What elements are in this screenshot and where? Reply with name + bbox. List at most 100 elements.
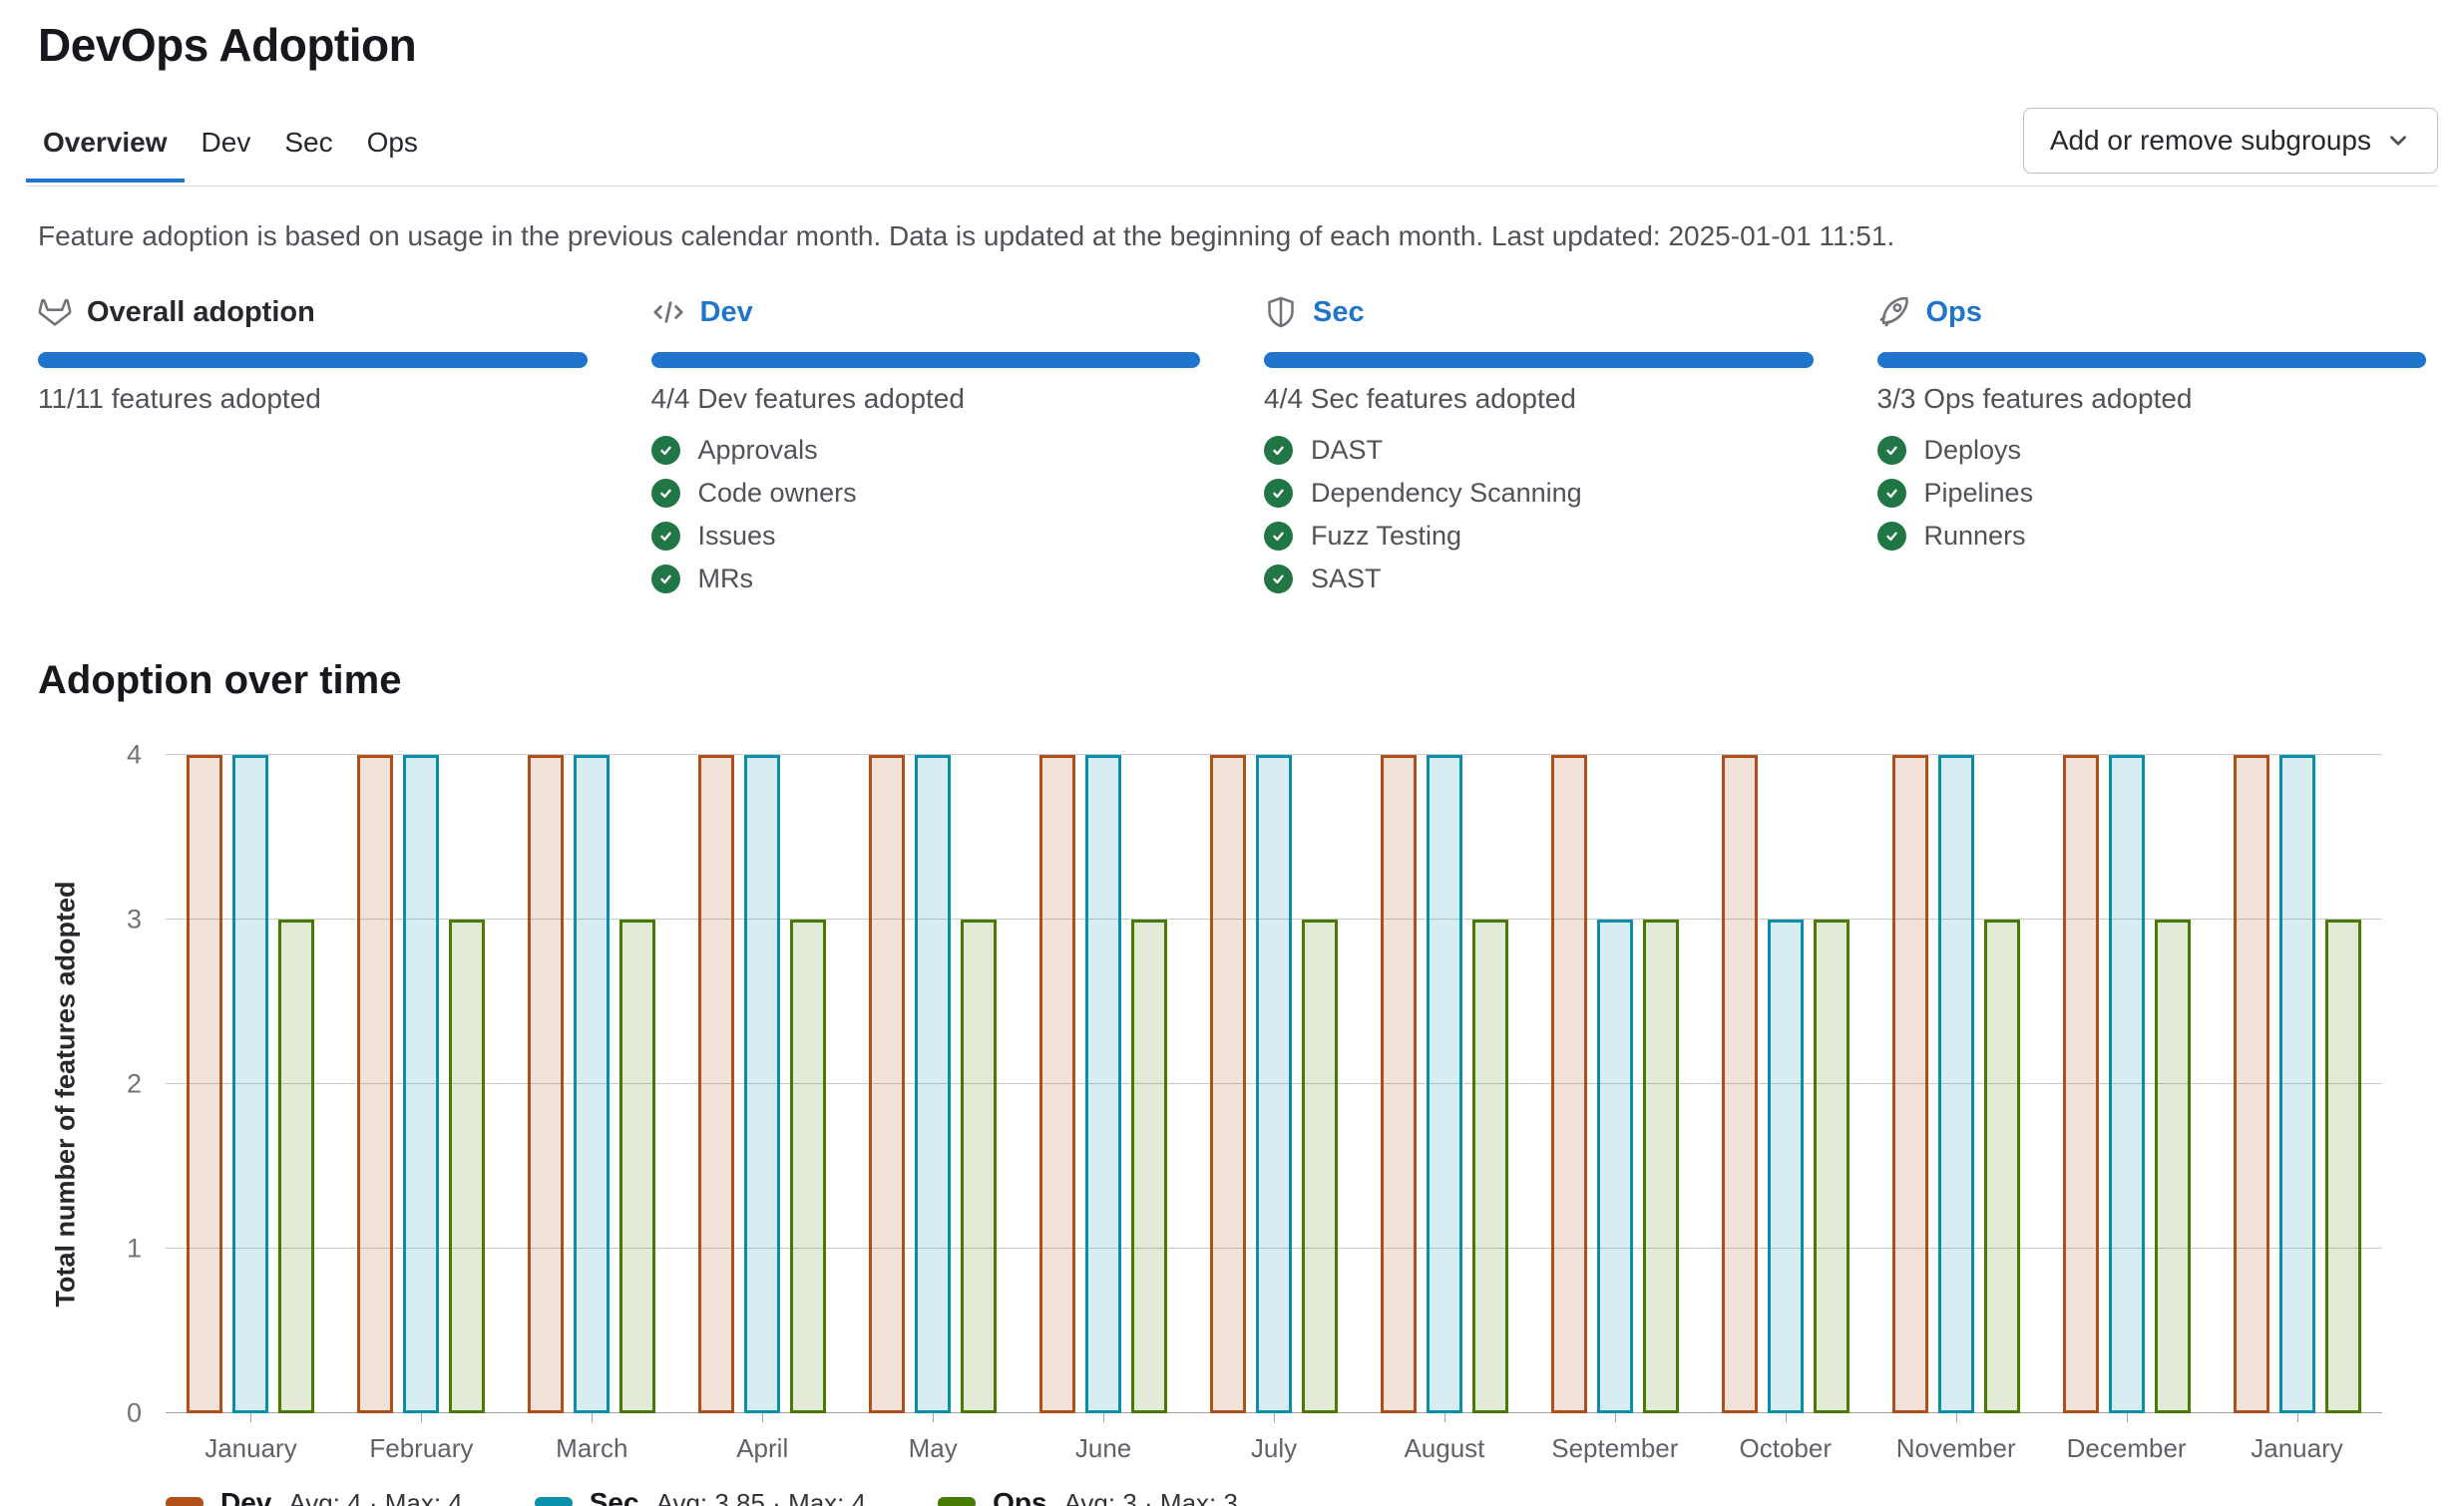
tab-ops[interactable]: Ops: [366, 127, 418, 158]
add-remove-subgroups-button[interactable]: Add or remove subgroups: [2022, 108, 2438, 174]
bar-group-april-3: [677, 755, 848, 1413]
adoption-card-dev: Dev 4/4 Dev features adopted Approvals C…: [650, 292, 1201, 600]
shield-icon: [1268, 296, 1294, 328]
legend-item-dev[interactable]: Dev Avg: 4 · Max: 4: [166, 1487, 463, 1506]
check-circle-icon: [650, 436, 680, 465]
bar-sec-june-5: [1085, 755, 1122, 1413]
adoption-over-time-chart: Total number of features adopted 0 1 2 3 4 Ja…: [26, 725, 2438, 1506]
legend-stats: Avg: 3.85 · Max: 4: [655, 1487, 867, 1506]
tabs: Overview Dev Sec Ops: [26, 111, 435, 183]
bar-sec-april-3: [744, 755, 781, 1413]
bar-ops-june-5: [1131, 920, 1168, 1413]
y-axis-tick-label: 3: [126, 904, 142, 935]
bar-ops-november-10: [1983, 920, 2020, 1413]
x-axis-tick: [933, 1413, 935, 1422]
gridline: [166, 919, 2382, 920]
code-icon: [652, 301, 683, 323]
bar-group-november-10: [1870, 755, 2041, 1413]
check-circle-icon: [650, 565, 680, 593]
feature-item: SAST: [1264, 558, 1814, 600]
bar-sec-february-1: [403, 755, 440, 1413]
x-axis-tick: [1103, 1413, 1105, 1422]
x-axis-label: August: [1404, 1433, 1485, 1463]
x-axis-label: December: [2066, 1433, 2187, 1463]
y-axis-tick-label: 2: [126, 1068, 142, 1099]
dev-progress-label: 4/4 Dev features adopted: [650, 383, 965, 414]
bar-ops-may-4: [961, 920, 998, 1413]
bar-sec-october-9: [1767, 920, 1804, 1413]
x-axis-tick: [762, 1413, 764, 1422]
x-axis-label: November: [1895, 1433, 2016, 1463]
bar-group-october-9: [1700, 755, 1870, 1413]
check-circle-icon: [1264, 565, 1293, 593]
ops-progress-label: 3/3 Ops features adopted: [1876, 383, 2193, 414]
feature-label: Fuzz Testing: [1311, 521, 1462, 551]
legend-swatch-ops: [938, 1497, 977, 1506]
gridline: [166, 1083, 2382, 1084]
chart-legend: Dev Avg: 4 · Max: 4 Sec Avg: 3.85 · Max:…: [166, 1487, 1238, 1506]
tab-sec[interactable]: Sec: [284, 127, 333, 158]
bar-sec-september-8: [1596, 920, 1633, 1413]
adoption-card-sec: Sec 4/4 Sec features adopted DAST Depend…: [1264, 292, 1814, 600]
bar-sec-march-2: [574, 755, 611, 1413]
bar-sec-december-11: [2108, 755, 2145, 1413]
feature-item: MRs: [650, 558, 1201, 600]
feature-label: DAST: [1311, 435, 1384, 465]
sec-link[interactable]: Sec: [1313, 295, 1365, 328]
dev-link[interactable]: Dev: [699, 295, 753, 328]
sec-progress-label: 4/4 Sec features adopted: [1264, 383, 1576, 414]
bar-group-september-8: [1529, 755, 1700, 1413]
bar-sec-november-10: [1937, 755, 1974, 1413]
dev-feature-list: Approvals Code owners Issues MRs: [650, 429, 1201, 600]
feature-item: Runners: [1876, 515, 2427, 558]
feature-item: Issues: [650, 515, 1201, 558]
check-circle-icon: [1876, 479, 1906, 508]
sec-feature-list: DAST Dependency Scanning Fuzz Testing SA…: [1264, 429, 1814, 600]
bar-ops-july-6: [1301, 920, 1338, 1413]
chevron-down-icon: [2390, 136, 2406, 146]
sec-progress-bar: [1264, 352, 1814, 368]
gridline: [166, 754, 2382, 755]
feature-label: Issues: [697, 521, 776, 551]
feature-item: DAST: [1264, 429, 1814, 472]
section-title-adoption-over-time: Adoption over time: [38, 658, 402, 702]
card-header: Overall adoption: [38, 292, 588, 332]
x-axis-label: September: [1551, 1433, 1679, 1463]
ops-feature-list: Deploys Pipelines Runners: [1876, 429, 2427, 558]
dev-progress-bar: [650, 352, 1200, 368]
bar-sec-august-7: [1426, 755, 1462, 1413]
legend-item-ops[interactable]: Ops Avg: 3 · Max: 3: [938, 1487, 1238, 1506]
check-circle-icon: [1264, 436, 1293, 465]
legend-name: Dev: [220, 1487, 272, 1506]
tanuki-icon: [38, 298, 72, 326]
feature-item: Pipelines: [1876, 472, 2427, 515]
feature-label: Runners: [1923, 521, 2026, 551]
adoption-card-overall: Overall adoption 11/11 features adopted: [38, 292, 588, 600]
y-axis-tick-label: 4: [126, 739, 142, 770]
bar-ops-october-9: [1813, 920, 1849, 1413]
ops-link[interactable]: Ops: [1925, 295, 1982, 328]
bar-dev-july-6: [1209, 755, 1246, 1413]
bar-dev-october-9: [1721, 755, 1758, 1413]
legend-stats: Avg: 3 · Max: 3: [1063, 1487, 1238, 1506]
legend-item-sec[interactable]: Sec Avg: 3.85 · Max: 4: [534, 1487, 867, 1506]
y-axis-title: Total number of features adopted: [50, 881, 81, 1308]
rocket-icon: [1879, 296, 1908, 327]
bar-ops-february-1: [449, 920, 486, 1413]
tab-overview[interactable]: Overview: [26, 111, 185, 183]
bar-ops-april-3: [790, 920, 827, 1413]
x-axis-label: March: [556, 1433, 628, 1463]
legend-name: Sec: [589, 1487, 639, 1506]
tab-bar: Overview Dev Sec Ops Add or remove subgr…: [26, 108, 2438, 187]
feature-label: MRs: [697, 564, 754, 593]
feature-label: SAST: [1311, 564, 1382, 593]
tab-dev[interactable]: Dev: [201, 127, 251, 158]
x-axis-label: January: [205, 1433, 297, 1463]
bar-sec-january-12: [2278, 755, 2315, 1413]
feature-label: Code owners: [697, 478, 857, 508]
card-header: Dev: [651, 292, 1201, 332]
check-circle-icon: [1264, 522, 1293, 551]
check-circle-icon: [1876, 522, 1906, 551]
bar-sec-january-0: [232, 755, 269, 1413]
x-axis-label: January: [2251, 1433, 2343, 1463]
